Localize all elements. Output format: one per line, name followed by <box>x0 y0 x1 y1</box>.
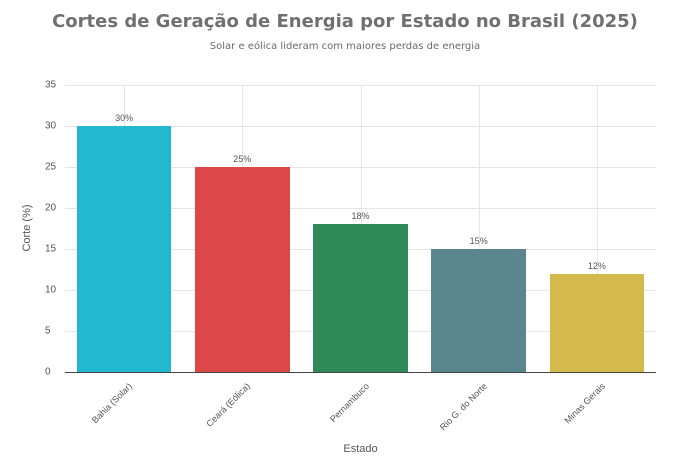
y-tick-label: 35 <box>45 79 57 91</box>
x-tick-label: Rio G. do Norte <box>437 381 489 433</box>
gridline-vertical <box>596 85 598 372</box>
y-tick-label: 25 <box>45 161 57 173</box>
y-tick-label: 15 <box>45 243 57 255</box>
y-tick-label: 10 <box>45 284 57 296</box>
bar[interactable] <box>549 273 645 372</box>
x-axis-label: Estado <box>343 443 378 455</box>
bar[interactable] <box>76 126 172 372</box>
x-tick-label: Bahia (Solar) <box>89 381 135 426</box>
bar[interactable] <box>313 224 408 372</box>
gridline-vertical <box>478 85 480 372</box>
plot-area: 30% 25% 18% 15% 12% <box>65 85 656 373</box>
bar-value-label: 25% <box>233 154 252 164</box>
x-tick-label: Minas Gerais <box>562 381 607 426</box>
y-axis-label: Corte (%) <box>21 204 33 252</box>
bar-value-label: 18% <box>351 211 370 222</box>
bar-value-label: 12% <box>587 260 606 271</box>
bar[interactable] <box>195 167 290 372</box>
chart-title: Cortes de Geração de Energia por Estado … <box>52 11 638 32</box>
y-tick-label: 5 <box>45 325 51 337</box>
bar-value-label: 30% <box>115 113 134 123</box>
chart-subtitle: Solar e eólica lideram com maiores perda… <box>209 41 481 52</box>
x-axis-line <box>65 372 656 373</box>
x-tick-label: Ceará (Eólica) <box>204 381 253 429</box>
y-tick-label: 0 <box>45 366 51 378</box>
x-tick-label: Pernambuco <box>327 381 371 425</box>
y-tick-label: 20 <box>45 202 57 214</box>
bar[interactable] <box>431 249 526 372</box>
bar-value-label: 15% <box>469 236 488 246</box>
y-tick-label: 30 <box>45 120 57 132</box>
